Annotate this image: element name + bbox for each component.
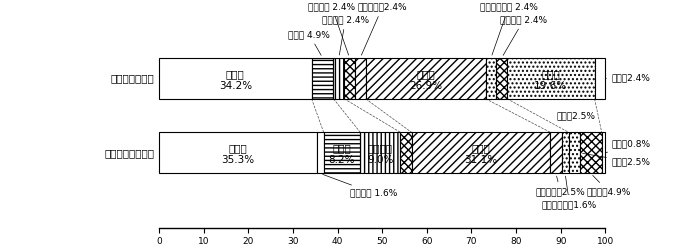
Bar [366,58,486,99]
Text: 看護師2.5%: 看護師2.5% [583,153,651,166]
Text: 病院職員4.9%: 病院職員4.9% [587,175,631,196]
Text: 民生児童委員 2.4%: 民生児童委員 2.4% [480,2,538,55]
Text: 8.2%: 8.2% [329,155,355,165]
Text: 病院職員 2.4%: 病院職員 2.4% [500,15,547,55]
Bar [324,132,360,173]
Bar [550,132,562,173]
Text: 施設職員 2.4%: 施設職員 2.4% [322,15,369,55]
Bar [344,58,355,99]
Bar [580,132,601,173]
Text: 友人等: 友人等 [333,143,352,153]
Text: 入院をしていない: 入院をしていない [105,148,155,158]
Bar [333,58,344,99]
Text: 友人等 4.9%: 友人等 4.9% [288,30,330,55]
Text: 31.1%: 31.1% [464,155,497,165]
Text: 無回答2.4%: 無回答2.4% [605,74,651,83]
Bar [562,132,568,173]
Bar [360,132,400,173]
Bar [568,132,580,173]
Text: 無回答0.8%: 無回答0.8% [605,139,651,153]
Text: 主治医: 主治医 [472,143,490,153]
Text: 家族等: 家族等 [226,69,244,79]
Bar [595,58,605,99]
Text: いない2.5%: いない2.5% [556,111,595,120]
Text: 26.9%: 26.9% [409,81,442,91]
Bar [496,58,507,99]
Bar [400,132,412,173]
Text: 34.2%: 34.2% [219,81,252,91]
Text: 主治医: 主治医 [416,69,435,79]
Bar [486,58,496,99]
Text: 近所の人 1.6%: 近所の人 1.6% [323,174,398,198]
Bar [317,132,324,173]
Text: 家族等: 家族等 [228,143,247,153]
Text: 施設職員: 施設職員 [368,143,393,153]
Bar [355,58,366,99]
Text: 相談機関 2.4%: 相談機関 2.4% [308,2,355,55]
Bar [159,132,317,173]
Text: 入院をしている: 入院をしている [111,73,155,83]
Bar [159,58,312,99]
Bar [507,58,595,99]
Bar [412,132,550,173]
Text: 35.3%: 35.3% [221,155,254,165]
Text: 看護師: 看護師 [541,69,560,79]
Text: 障害者団体2.5%: 障害者団体2.5% [535,176,585,196]
Text: 障害者団体2.4%: 障害者団体2.4% [358,2,408,55]
Text: 9.0%: 9.0% [367,155,394,165]
Bar [312,58,333,99]
Bar [601,132,605,173]
Text: 民生児童委員1.6%: 民生児童委員1.6% [542,176,597,209]
Text: 19.6%: 19.6% [535,81,568,91]
